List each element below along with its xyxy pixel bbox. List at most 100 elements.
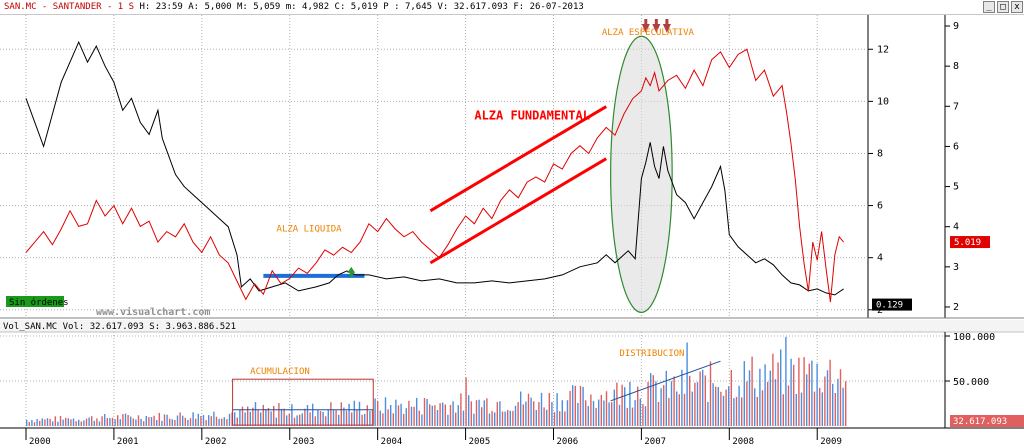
volume-bar-151 <box>418 410 420 426</box>
volume-bar-72 <box>213 411 215 426</box>
volume-bar-195 <box>533 401 535 426</box>
volume-bar-132 <box>369 411 371 426</box>
volume-bar-76 <box>223 417 225 426</box>
volume-bar-89 <box>257 409 259 426</box>
volume-bar-156 <box>431 405 433 426</box>
volume-bar-118 <box>332 410 335 426</box>
volume-bar-283 <box>761 390 764 426</box>
left-tick-label-4: 4 <box>877 253 883 264</box>
volume-bar-216 <box>587 406 589 426</box>
volume-bar-261 <box>704 375 706 426</box>
volume-bar-0 <box>26 419 28 426</box>
volume-bar-66 <box>197 413 199 426</box>
volume-bar-21 <box>80 421 82 426</box>
volume-bar-290 <box>780 349 782 426</box>
buy-marker-arrow <box>347 266 356 273</box>
volume-bar-247 <box>668 397 670 426</box>
volume-bar-154 <box>426 398 428 426</box>
volume-bar-13 <box>59 416 62 426</box>
volume-bar-254 <box>686 342 688 426</box>
distribucion-label: DISTRIBUCION <box>619 349 684 359</box>
volume-bar-158 <box>436 410 439 426</box>
maximize-button[interactable]: □ <box>997 1 1009 13</box>
volume-bar-307 <box>824 376 826 426</box>
volume-bar-113 <box>319 411 322 426</box>
volume-bar-159 <box>439 403 441 426</box>
volume-bar-26 <box>93 420 95 426</box>
last-value-label: 5.019 <box>954 238 981 248</box>
volume-bar-291 <box>782 394 784 426</box>
volume-bar-245 <box>663 385 665 426</box>
volume-bar-200 <box>546 409 548 426</box>
volume-bar-274 <box>738 385 740 426</box>
volume-bar-31 <box>106 418 108 426</box>
volume-bar-29 <box>101 416 103 426</box>
volume-bar-228 <box>618 404 621 426</box>
volume-bar-46 <box>145 416 147 426</box>
volume-bar-186 <box>509 410 511 426</box>
volume-bar-166 <box>457 405 459 426</box>
volume-bar-266 <box>717 387 719 426</box>
volume-bar-197 <box>538 402 540 426</box>
volume-bar-241 <box>652 375 654 426</box>
volume-bar-115 <box>325 416 327 426</box>
volume-bar-285 <box>767 381 769 426</box>
volume-bar-295 <box>793 364 795 426</box>
volume-bar-255 <box>689 375 691 426</box>
volume-grid <box>0 332 945 428</box>
volume-bar-206 <box>561 400 563 426</box>
volume-bar-278 <box>748 370 751 426</box>
volume-bar-231 <box>626 407 628 426</box>
right-tick-label-8: 8 <box>953 61 959 72</box>
volume-bar-201 <box>548 392 550 426</box>
volume-bar-93 <box>267 407 270 426</box>
left-tick-label-6: 6 <box>877 201 883 212</box>
lower-value-label: 0.129 <box>876 301 903 311</box>
volume-bar-51 <box>158 412 160 426</box>
minimize-button[interactable]: _ <box>983 1 995 13</box>
volume-bar-18 <box>72 418 75 426</box>
volume-bar-292 <box>785 336 787 426</box>
volume-bar-101 <box>288 413 290 426</box>
volume-bar-152 <box>421 414 423 426</box>
volume-bar-173 <box>475 400 478 426</box>
volume-bar-310 <box>832 383 834 426</box>
volume-bar-56 <box>171 419 173 426</box>
volume-bar-306 <box>821 392 823 426</box>
volume-bar-183 <box>501 411 504 426</box>
volume-bar-130 <box>364 413 366 426</box>
down-arrow-1 <box>652 24 661 33</box>
volume-bar-313 <box>839 369 842 426</box>
volume-bar-30 <box>104 414 106 426</box>
volume-bar-224 <box>608 402 610 426</box>
down-arrow-stem-1 <box>654 19 658 25</box>
volume-bar-155 <box>429 404 431 426</box>
volume-bar-148 <box>410 406 413 426</box>
volume-bar-302 <box>811 360 813 426</box>
volume-bar-143 <box>397 405 400 426</box>
volume-bar-187 <box>512 410 514 426</box>
volume-bar-293 <box>787 385 790 426</box>
volume-bar-272 <box>733 398 735 426</box>
volume-bar-96 <box>275 417 277 426</box>
x-tick-label-2003: 2003 <box>293 437 315 447</box>
x-tick-label-2009: 2009 <box>820 437 842 447</box>
volume-bar-16 <box>67 418 69 426</box>
volume-bar-140 <box>390 405 392 426</box>
volume-bar-193 <box>527 393 530 426</box>
volume-bar-122 <box>343 407 345 426</box>
order-badge: Sin órdenes <box>9 297 69 308</box>
volume-bar-212 <box>577 403 579 426</box>
volume-bar-23 <box>85 418 88 426</box>
volume-bar-120 <box>338 414 340 426</box>
volume-bar-256 <box>691 391 693 426</box>
volume-bar-43 <box>137 415 140 426</box>
volume-bar-182 <box>499 401 501 426</box>
volume-bar-129 <box>361 414 363 426</box>
close-button[interactable]: x <box>1011 1 1023 13</box>
volume-bar-309 <box>829 359 831 426</box>
volume-bar-264 <box>712 383 714 426</box>
volume-bar-297 <box>798 357 800 426</box>
volume-bar-230 <box>624 387 626 426</box>
volume-bar-176 <box>483 400 485 426</box>
